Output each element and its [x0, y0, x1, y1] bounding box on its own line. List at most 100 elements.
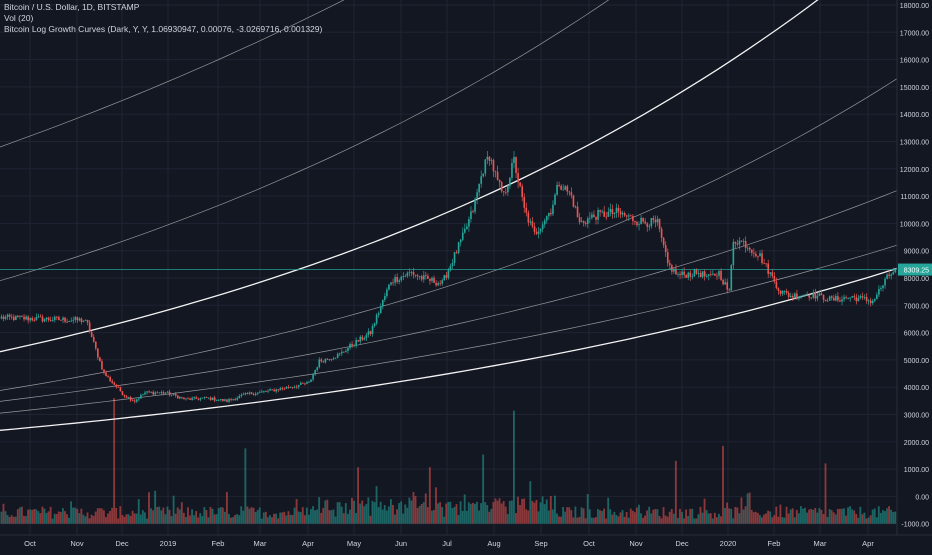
- volume-bar: [765, 513, 767, 524]
- candle-body: [101, 361, 103, 370]
- candle-body: [451, 262, 454, 266]
- volume-bar: [529, 481, 532, 524]
- volume-bar: [156, 507, 159, 524]
- volume-bar: [402, 513, 405, 524]
- volume-bar: [10, 515, 13, 524]
- volume-bar: [113, 398, 116, 524]
- candle-body: [521, 186, 524, 198]
- volume-bar: [37, 511, 40, 524]
- volume-bar: [94, 511, 97, 524]
- candle-body: [10, 316, 13, 318]
- volume-bar: [545, 499, 548, 524]
- volume-bar: [74, 507, 77, 524]
- candle-body: [623, 213, 626, 216]
- volume-bar: [262, 512, 265, 524]
- candle-body: [345, 350, 347, 352]
- candle-body: [47, 317, 50, 320]
- candle-body: [201, 397, 204, 399]
- volume-bar: [738, 513, 741, 524]
- candle-body: [19, 316, 21, 317]
- symbol-title[interactable]: Bitcoin / U.S. Dollar, 1D, BITSTAMP: [4, 2, 140, 12]
- price-tick-label: 10000.00: [900, 221, 929, 228]
- time-tick-label: Nov: [70, 539, 84, 548]
- candle-body: [601, 211, 603, 213]
- volume-bar: [131, 510, 134, 524]
- volume-bar: [256, 510, 259, 524]
- volume-bar: [246, 506, 249, 524]
- volume-bar: [205, 509, 208, 524]
- candle-body: [511, 163, 513, 178]
- candle-body: [209, 397, 212, 401]
- candle-body: [320, 359, 323, 362]
- volume-bar: [601, 510, 603, 524]
- volume-bar: [12, 516, 15, 524]
- candle-body: [605, 216, 608, 218]
- log-growth-curve: [0, 244, 898, 414]
- candle-body: [472, 211, 474, 213]
- volume-bar: [234, 514, 237, 524]
- volume-bar: [394, 514, 396, 524]
- log-growth-indicator-label[interactable]: Bitcoin Log Growth Curves (Dark, Y, Y, 1…: [4, 24, 323, 34]
- candle-body: [125, 396, 128, 398]
- candle-body: [275, 389, 278, 392]
- price-tick-label: 5000.00: [904, 358, 929, 365]
- volume-bar: [478, 510, 480, 524]
- candle-body: [892, 272, 895, 275]
- candle-body: [437, 283, 439, 286]
- candle-body: [685, 274, 688, 278]
- volume-bar: [64, 511, 66, 524]
- price-tick-label: 8000.00: [904, 276, 929, 283]
- candle-body: [634, 221, 636, 223]
- volume-bar: [652, 509, 655, 524]
- volume-bar: [728, 508, 731, 524]
- candle-body: [258, 391, 261, 393]
- candle-body: [816, 295, 819, 299]
- candle-body: [789, 295, 792, 297]
- candle-body: [297, 384, 300, 388]
- volume-bar: [676, 517, 679, 524]
- volume-bar: [457, 514, 460, 524]
- volume-bar: [699, 506, 702, 524]
- time-tick-label: Sep: [534, 539, 547, 548]
- volume-bar: [631, 510, 634, 524]
- candle-body: [299, 382, 302, 385]
- candle-body: [429, 278, 431, 281]
- volume-bar: [674, 460, 677, 524]
- volume-bar: [865, 518, 868, 524]
- candle-body: [779, 290, 782, 294]
- volume-bar: [592, 517, 595, 524]
- volume-indicator-label[interactable]: Vol (20): [4, 13, 34, 23]
- candle-body: [474, 198, 476, 212]
- candle-body: [597, 210, 599, 220]
- volume-bar: [597, 509, 599, 524]
- volume-bar: [143, 512, 146, 524]
- volume-bar: [459, 501, 462, 524]
- candle-body: [215, 400, 218, 402]
- candle-body: [543, 220, 546, 225]
- candle-body: [306, 382, 308, 384]
- volume-bar: [29, 509, 32, 524]
- volume-bar: [689, 508, 692, 524]
- volume-bar: [184, 516, 187, 524]
- candle-body: [410, 271, 413, 273]
- candle-body: [252, 394, 255, 395]
- volume-bar: [125, 514, 128, 524]
- candle-body: [615, 207, 618, 214]
- volume-bar: [463, 494, 466, 524]
- volume-bar: [746, 493, 749, 524]
- volume-bar: [713, 512, 716, 524]
- candle-body: [447, 270, 450, 278]
- candle-body: [228, 399, 230, 402]
- volume-bar: [793, 517, 796, 524]
- log-growth-curve: [0, 0, 345, 148]
- candle-body: [707, 274, 710, 276]
- volume-bar: [154, 490, 157, 524]
- volume-bar: [802, 508, 804, 524]
- volume-bar: [607, 497, 610, 524]
- candle-body: [60, 319, 62, 321]
- volume-bar: [111, 507, 114, 524]
- volume-bar: [277, 518, 280, 524]
- candle-body: [871, 300, 874, 304]
